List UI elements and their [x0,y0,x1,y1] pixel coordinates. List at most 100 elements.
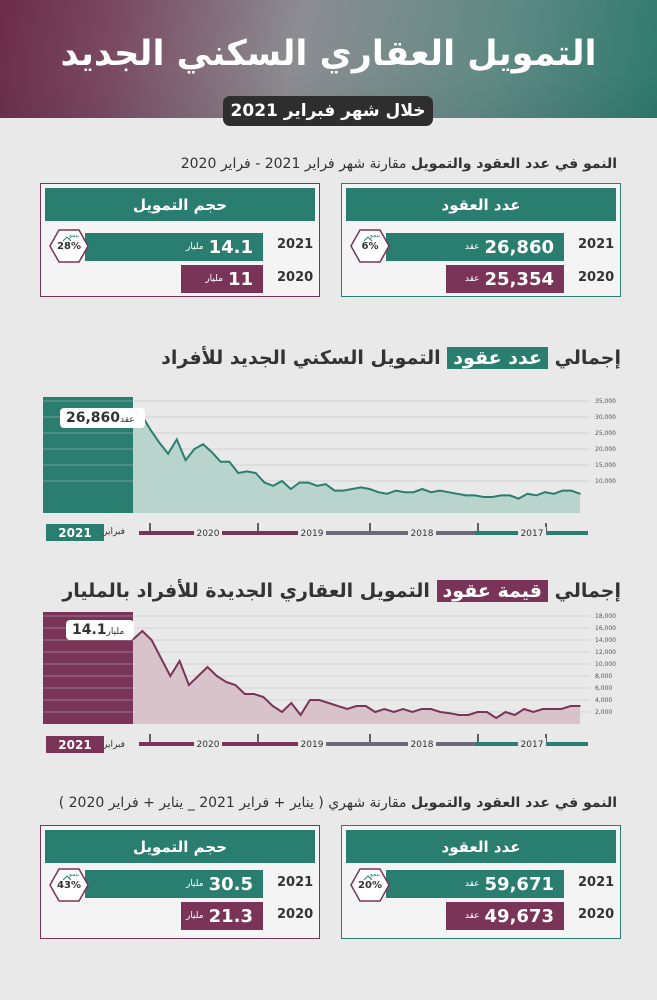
y-tick-label: 35,000 [595,398,616,405]
contracts-2021-bar: عقد 59,671 [386,870,564,898]
data-point [149,429,152,431]
data-point [403,491,406,493]
timeline-year-label: 2018 [411,529,434,539]
growth-percent: 28% [57,241,81,252]
y-tick-label: 4,000 [595,697,612,704]
data-point [456,493,459,495]
data-point [178,660,181,662]
section2-title-bold: النمو في عدد العقود والتمويل [411,795,617,811]
series-line [132,413,581,500]
data-point [225,681,227,683]
timeline-year-bg [298,738,326,749]
funding-2020-bar: مليار 21.3 [181,902,263,930]
chart1-callout-unit: عقد [120,415,135,425]
chart1-area-chart: 35,000 30,000 25,000 20,000 15,000 10,000 2020… [43,397,616,539]
data-point [228,461,231,463]
chart2-title: إجمالي قيمة عقود التمويل العقاري الجديدة… [62,580,621,602]
contracts-card-bimonthly: عدد العقود عقد 59,671 2021 عقد 49,673 20… [341,825,621,939]
data-point [411,711,414,713]
data-point [160,657,162,659]
funding-2020-bar: مليار 11 [181,265,263,293]
chart1-title-highlight: عدد عقود [447,347,548,369]
data-point [514,714,516,716]
funding-card-heading: حجم التمويل [45,830,315,863]
y-tick-label: 15,000 [595,462,616,469]
data-point [474,494,476,497]
chart2-year-badge: 2021 [46,736,104,753]
chart2-month-label: فبراير [103,740,125,750]
contracts-2020-bar: عقد 49,673 [446,902,564,930]
section1-title-bold: النمو في عدد العقود والتمويل [411,156,617,172]
y-tick-label: 10,000 [595,661,616,668]
data-point [298,481,301,484]
contracts-2020-unit: عقد [464,274,480,284]
funding-card-monthly: حجم التمويل مليار 14.1 2021 مليار 11 202… [40,183,320,297]
data-point [263,481,266,484]
contracts-card-heading: عدد العقود [346,188,616,221]
timeline-year-bg [298,527,326,538]
data-point [430,491,432,493]
growth-label: بنمو [370,232,381,239]
data-point [439,489,441,492]
data-point [368,488,371,490]
data-point [216,675,218,677]
section1-title: النمو في عدد العقود والتمويل مقارنة شهر … [181,156,617,172]
data-point [184,459,187,461]
data-point [309,699,311,701]
contracts-2020-value: 49,673 [484,905,554,927]
timeline-year-label: 2020 [197,740,220,750]
data-point [197,675,199,677]
data-point [393,711,395,713]
chart2-callout-value: 14.1 [72,622,107,638]
data-point [535,494,537,497]
page-title: التمويل العقاري السكني الجديد [60,34,597,74]
data-point [579,493,581,495]
funding-2021-bar: مليار 14.1 [85,233,263,261]
data-point [570,489,572,492]
y-tick-label: 18,000 [595,613,616,620]
funding-2021-unit: مليار [185,242,204,252]
data-point [561,489,564,492]
funding-2020-unit: مليار [185,911,204,921]
data-point [395,489,397,492]
data-point [482,496,485,498]
hexagon-shape [49,229,89,263]
subtitle-text: خلال شهر فبراير 2021 [230,101,426,121]
subtitle-pill: خلال شهر فبراير 2021 [223,96,433,126]
data-point [458,714,460,716]
growth-percent: 6% [361,241,379,252]
data-point [374,711,376,713]
y-tick-label: 8,000 [595,673,612,680]
growth-label: بنمو [370,871,381,878]
y-tick-label: 25,000 [595,430,616,437]
timeline-year-bg [194,738,222,749]
data-point [253,693,255,695]
chart1-title-post: التمويل السكني الجديد للأفراد [161,347,441,369]
chart1-month-label: فبراير [103,527,125,537]
hexagon-shape [350,229,390,263]
data-point [150,639,153,641]
data-point [579,705,581,707]
hexagon-shape [350,868,390,902]
growth-hexagon: بنمو 28% [49,229,89,263]
section2-title: النمو في عدد العقود والتمويل مقارنة شهري… [59,795,617,811]
timeline-year-label: 2017 [521,529,544,539]
data-point [365,705,367,707]
data-point [544,491,546,493]
data-point [560,708,563,710]
growth-hexagon: بنمو 6% [350,229,390,263]
data-point [386,493,389,495]
chart1-callout-value: 26,860 [66,410,121,426]
contracts-2021-year: 2021 [578,875,615,890]
data-point [337,705,339,707]
timeline-year-bg [518,738,546,749]
contracts-2021-year: 2021 [578,237,615,252]
contracts-2021-value: 26,860 [484,236,554,258]
data-point [421,488,424,490]
data-point [377,491,380,493]
data-point [346,708,349,710]
funding-2021-year: 2021 [277,875,314,890]
growth-label: بنمو [69,871,80,878]
y-tick-label: 10,000 [595,478,616,485]
data-point [234,684,237,686]
